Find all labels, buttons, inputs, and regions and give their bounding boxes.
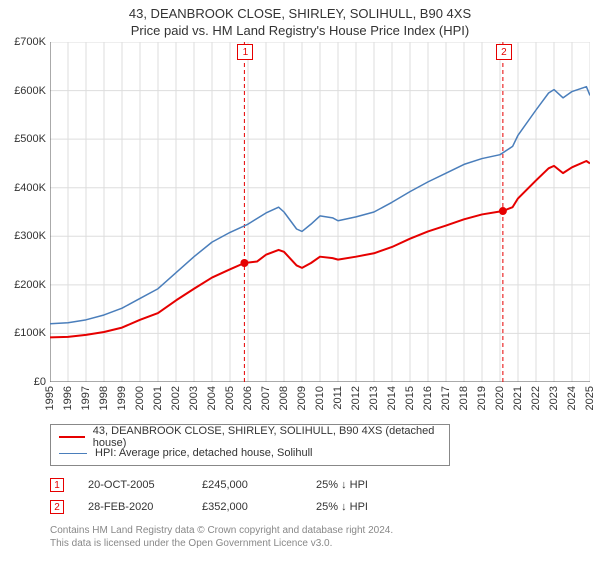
y-tick-label: £100K <box>2 327 46 339</box>
x-axis-labels: 1995199619971998199920002001200220032004… <box>50 382 590 418</box>
y-tick-label: £200K <box>2 279 46 291</box>
legend-label: HPI: Average price, detached house, Soli… <box>95 447 313 459</box>
x-tick-label: 1998 <box>98 386 110 410</box>
sale-badge: 1 <box>50 478 64 492</box>
sale-row: 2 28-FEB-2020 £352,000 25% ↓ HPI <box>50 496 590 518</box>
x-tick-label: 1999 <box>116 386 128 410</box>
x-tick-label: 2012 <box>350 386 362 410</box>
x-tick-label: 2011 <box>332 386 344 410</box>
x-tick-label: 2006 <box>242 386 254 410</box>
sale-delta: 25% ↓ HPI <box>316 479 406 491</box>
sales-table: 1 20-OCT-2005 £245,000 25% ↓ HPI 2 28-FEB-202… <box>50 474 590 518</box>
y-tick-label: £300K <box>2 230 46 242</box>
x-tick-label: 2017 <box>440 386 452 410</box>
x-tick-label: 2016 <box>422 386 434 410</box>
sale-date: 28-FEB-2020 <box>88 501 178 513</box>
y-tick-label: £400K <box>2 182 46 194</box>
x-tick-label: 2022 <box>530 386 542 410</box>
x-tick-label: 2002 <box>170 386 182 410</box>
x-tick-label: 1995 <box>44 386 56 410</box>
x-tick-label: 2009 <box>296 386 308 410</box>
x-tick-label: 2013 <box>368 386 380 410</box>
vline-badge: 1 <box>237 44 253 60</box>
title-address: 43, DEANBROOK CLOSE, SHIRLEY, SOLIHULL, … <box>0 6 600 21</box>
y-tick-label: £500K <box>2 133 46 145</box>
x-tick-label: 2024 <box>566 386 578 410</box>
y-tick-label: £600K <box>2 85 46 97</box>
footer-line1: Contains HM Land Registry data © Crown c… <box>50 524 590 537</box>
x-tick-label: 2005 <box>224 386 236 410</box>
legend: 43, DEANBROOK CLOSE, SHIRLEY, SOLIHULL, … <box>50 424 450 466</box>
sale-delta: 25% ↓ HPI <box>316 501 406 513</box>
y-tick-label: £0 <box>2 376 46 388</box>
legend-swatch <box>59 453 87 454</box>
x-tick-label: 2021 <box>512 386 524 410</box>
chart-area: £0£100K£200K£300K£400K£500K£600K£700K 12 <box>50 42 590 382</box>
footer: Contains HM Land Registry data © Crown c… <box>50 524 590 550</box>
x-tick-label: 2000 <box>134 386 146 410</box>
legend-label: 43, DEANBROOK CLOSE, SHIRLEY, SOLIHULL, … <box>93 425 441 449</box>
x-tick-label: 2014 <box>386 386 398 410</box>
sale-price: £352,000 <box>202 501 292 513</box>
x-tick-label: 2023 <box>548 386 560 410</box>
x-tick-label: 2025 <box>584 386 596 410</box>
x-tick-label: 2008 <box>278 386 290 410</box>
footer-line2: This data is licensed under the Open Gov… <box>50 537 590 550</box>
sale-date: 20-OCT-2005 <box>88 479 178 491</box>
sale-price: £245,000 <box>202 479 292 491</box>
x-tick-label: 2007 <box>260 386 272 410</box>
y-tick-label: £700K <box>2 36 46 48</box>
vline-badge: 2 <box>496 44 512 60</box>
legend-swatch <box>59 436 85 438</box>
x-tick-label: 2001 <box>152 386 164 410</box>
x-tick-label: 2019 <box>476 386 488 410</box>
chart-container: 43, DEANBROOK CLOSE, SHIRLEY, SOLIHULL, … <box>0 6 600 566</box>
x-tick-label: 2003 <box>188 386 200 410</box>
x-tick-label: 1996 <box>62 386 74 410</box>
sale-badge: 2 <box>50 500 64 514</box>
plot-svg <box>50 42 590 382</box>
sale-row: 1 20-OCT-2005 £245,000 25% ↓ HPI <box>50 474 590 496</box>
x-tick-label: 2020 <box>494 386 506 410</box>
x-tick-label: 2018 <box>458 386 470 410</box>
x-tick-label: 1997 <box>80 386 92 410</box>
x-tick-label: 2010 <box>314 386 326 410</box>
x-tick-label: 2015 <box>404 386 416 410</box>
title-subtitle: Price paid vs. HM Land Registry's House … <box>0 23 600 38</box>
x-tick-label: 2004 <box>206 386 218 410</box>
legend-row: 43, DEANBROOK CLOSE, SHIRLEY, SOLIHULL, … <box>59 429 441 445</box>
